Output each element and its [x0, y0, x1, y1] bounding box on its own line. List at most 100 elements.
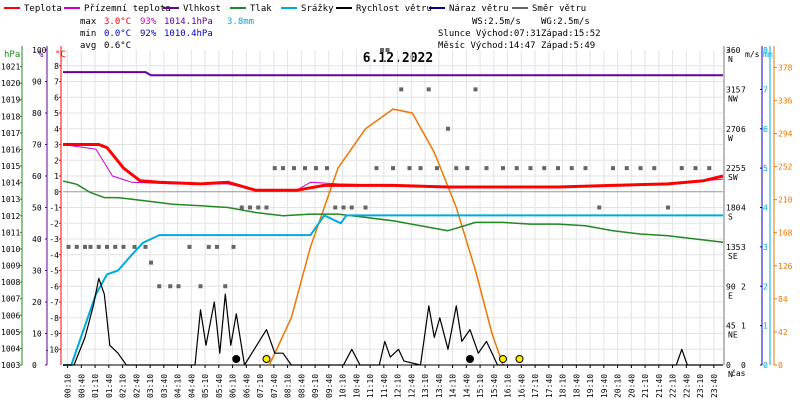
y-tick-rain: 2: [763, 282, 768, 291]
y-tick-direction: 45: [726, 322, 736, 331]
wind-direction-point: [66, 244, 71, 249]
y-tick-wind: 4: [741, 204, 746, 213]
y-tick-pressure: 1018: [1, 112, 20, 121]
stats-max-temp: 3.0°C: [104, 17, 131, 27]
axes: hPa1003100410051006100710081009101010111…: [1, 46, 793, 398]
stats-ws: WS:2.5m/s: [472, 17, 521, 27]
y-tick-pressure: 1014: [1, 179, 20, 188]
wind-direction-point: [231, 244, 236, 249]
y-tick-wind: 1: [741, 322, 746, 331]
stats-min-press: 1010.4hPa: [164, 29, 213, 39]
y-axis-title-pressure: hPa: [4, 50, 20, 60]
wind-direction-point: [446, 126, 450, 131]
stats-wg: WG:2.5m/s: [541, 17, 590, 27]
series-line-rychlost-v-tru: [63, 277, 723, 366]
wind-direction-point: [679, 166, 684, 171]
wind-direction-point: [248, 205, 252, 210]
x-tick-label: 00:10: [64, 374, 73, 398]
x-tick-label: 02:10: [119, 374, 128, 398]
y-tick-solar: 336: [778, 96, 793, 105]
y-tick-solar: 378: [778, 63, 793, 72]
wind-direction-point: [215, 244, 219, 249]
wind-direction-point: [223, 284, 228, 289]
wind-direction-point: [426, 87, 431, 92]
y-tick-rain: 4: [763, 204, 768, 213]
y-tick-pressure: 1012: [1, 212, 20, 221]
y-tick-temperature: 2: [54, 156, 59, 165]
y-tick-direction-name: NE: [728, 331, 738, 340]
legend: Teplota Přízemní teplota Vlhkost Tlak Srážky…: [4, 4, 586, 14]
wind-direction-point: [473, 87, 478, 92]
wind-direction-point: [88, 244, 93, 249]
wind-direction-point: [693, 166, 698, 171]
series-line-sr-ky: [63, 214, 723, 366]
y-tick-direction: 225: [726, 164, 741, 173]
wind-direction-point: [264, 205, 269, 210]
y-tick-direction: 90: [726, 282, 736, 291]
y-tick-direction-name: SW: [728, 173, 738, 182]
x-tick-label: 14:10: [449, 374, 458, 398]
x-tick-label: 19:10: [586, 374, 595, 398]
y-tick-pressure: 1021: [1, 63, 20, 72]
wind-direction-point: [198, 284, 203, 289]
y-tick-direction-name: NW: [728, 94, 738, 103]
y-tick-temperature: 0: [54, 188, 59, 197]
y-tick-temperature: 8: [54, 62, 59, 71]
x-tick-label: 07:40: [270, 374, 279, 398]
y-tick-direction: 315: [726, 85, 741, 94]
y-tick-pressure: 1003: [1, 361, 20, 370]
x-tick-label: 18:10: [559, 374, 568, 398]
x-tick-label: 01:40: [105, 374, 114, 398]
wind-direction-point: [105, 244, 109, 249]
y-tick-wind: 6: [741, 125, 746, 134]
wind-direction-point: [187, 244, 192, 249]
y-tick-rain: 8: [763, 46, 768, 55]
wind-direction-point: [391, 166, 395, 171]
series-line-teplota: [63, 143, 724, 192]
y-axis-title-rain: mm: [763, 50, 773, 59]
y-axis-title-wind: m/s: [745, 50, 760, 59]
wind-direction-point: [333, 205, 338, 210]
x-tick-label: 16:10: [504, 374, 513, 398]
y-tick-pressure: 1007: [1, 295, 20, 304]
x-tick-label: 15:10: [476, 374, 485, 398]
moon-marker: [466, 355, 474, 363]
y-tick-direction-name: W: [728, 134, 733, 143]
y-tick-solar: 126: [778, 262, 793, 271]
x-tick-label: 10:40: [352, 374, 361, 398]
wind-direction-point: [435, 166, 439, 171]
y-tick-solar: 210: [778, 196, 793, 205]
y-tick-temperature: -3: [49, 235, 59, 244]
y-tick-temperature: -8: [49, 314, 59, 323]
y-tick-direction-name: S: [728, 213, 733, 222]
y-tick-pressure: 1004: [1, 344, 20, 353]
wind-direction-point: [638, 166, 643, 171]
legend-label: Směr větru: [532, 4, 586, 14]
wind-direction-point: [341, 205, 346, 210]
y-tick-temperature: 3: [54, 141, 59, 150]
y-tick-direction: 135: [726, 243, 741, 252]
y-tick-direction-name: N: [728, 370, 733, 379]
legend-label: Tlak: [250, 4, 272, 14]
y-tick-pressure: 1005: [1, 328, 20, 337]
wind-direction-point: [465, 166, 470, 171]
stats-max-rain: 3.8mm: [227, 17, 254, 27]
wind-direction-point: [569, 166, 574, 171]
wind-direction-point: [176, 284, 181, 289]
wind-direction-point: [292, 166, 296, 171]
y-tick-temperature: -5: [49, 267, 59, 276]
wind-direction-point: [96, 244, 101, 249]
x-tick-label: 19:40: [600, 374, 609, 398]
wind-direction-point: [325, 166, 329, 171]
y-tick-rain: 3: [763, 243, 768, 252]
y-axis-title-temperature: °C: [55, 50, 66, 60]
y-tick-rain: 0: [763, 361, 768, 370]
series-line-slune-n-svit: [268, 108, 504, 366]
y-axis-title-humidity: %: [38, 50, 44, 60]
x-tick-label: 23:10: [696, 374, 705, 398]
x-tick-label: 23:40: [710, 374, 719, 398]
y-tick-temperature: 6: [54, 93, 59, 102]
stats-slunce: Slunce Východ:07:31: [438, 29, 541, 39]
x-tick-label: 06:40: [242, 374, 251, 398]
y-tick-humidity: 100: [32, 46, 47, 55]
